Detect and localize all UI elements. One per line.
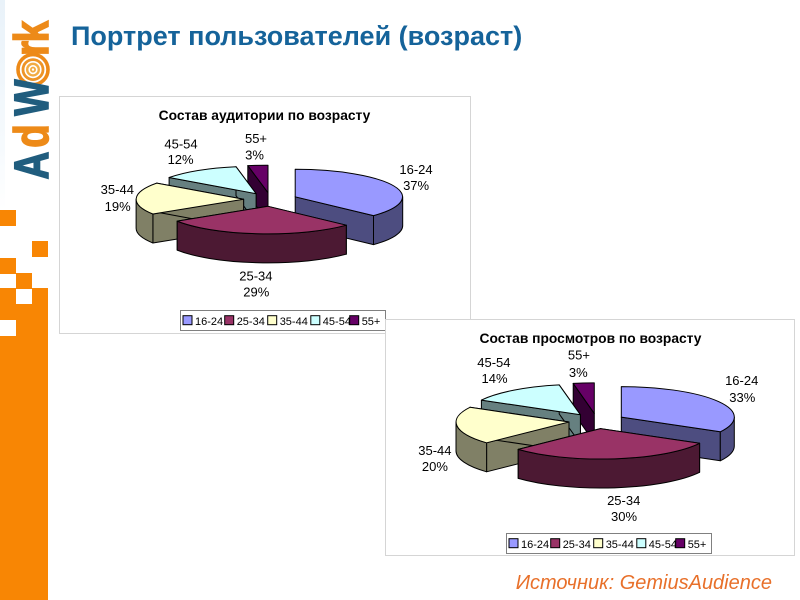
svg-text:35-44: 35-44: [280, 316, 308, 328]
svg-text:45-54: 45-54: [649, 539, 677, 551]
svg-text:16-24: 16-24: [195, 316, 223, 328]
svg-text:55+: 55+: [245, 131, 267, 146]
svg-text:37%: 37%: [403, 178, 429, 193]
svg-text:25-34: 25-34: [563, 539, 591, 551]
svg-text:3%: 3%: [569, 365, 588, 380]
svg-text:k: k: [6, 20, 59, 42]
svg-text:35-44: 35-44: [418, 443, 451, 458]
svg-text:35-44: 35-44: [101, 182, 134, 197]
svg-text:45-54: 45-54: [477, 355, 510, 370]
svg-text:30%: 30%: [611, 509, 637, 524]
svg-text:12%: 12%: [168, 152, 194, 167]
svg-text:Состав просмотров по возрасту: Состав просмотров по возрасту: [480, 331, 702, 346]
svg-text:W: W: [6, 80, 59, 116]
svg-text:55+: 55+: [568, 348, 590, 363]
svg-text:A: A: [6, 152, 59, 180]
svg-text:45-54: 45-54: [164, 136, 197, 151]
svg-text:45-54: 45-54: [323, 316, 351, 328]
svg-text:19%: 19%: [105, 199, 131, 214]
svg-text:d: d: [6, 124, 59, 147]
svg-text:25-34: 25-34: [237, 316, 265, 328]
svg-text:16-24: 16-24: [399, 162, 432, 177]
svg-text:55+: 55+: [688, 539, 707, 551]
svg-text:16-24: 16-24: [521, 539, 549, 551]
svg-text:55+: 55+: [362, 316, 381, 328]
svg-text:3%: 3%: [245, 148, 264, 163]
svg-text:r: r: [6, 41, 59, 56]
svg-text:25-34: 25-34: [239, 269, 272, 284]
svg-text:16-24: 16-24: [725, 373, 758, 388]
svg-text:25-34: 25-34: [607, 493, 640, 508]
svg-text:14%: 14%: [481, 371, 507, 386]
svg-text:29%: 29%: [243, 285, 269, 300]
svg-text:20%: 20%: [422, 459, 448, 474]
svg-text:35-44: 35-44: [606, 539, 634, 551]
svg-text:33%: 33%: [729, 390, 755, 405]
svg-text:Состав аудитории по возрасту: Состав аудитории по возрасту: [159, 108, 371, 123]
